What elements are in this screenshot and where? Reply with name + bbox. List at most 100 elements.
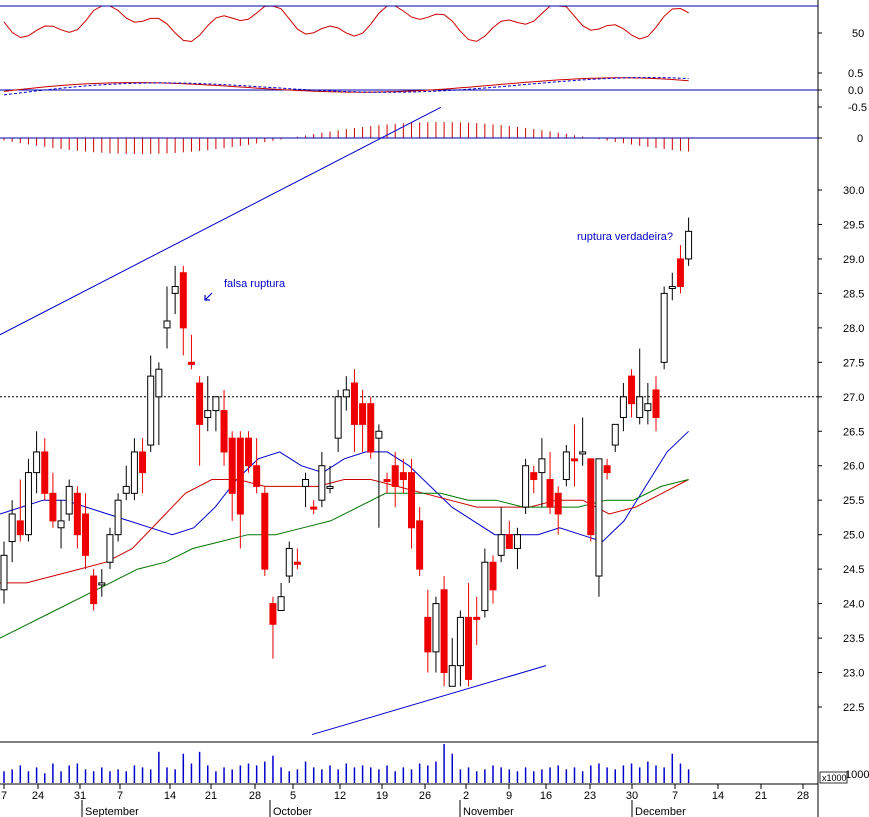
candle-body [65,485,73,515]
candle [269,596,277,659]
candle [456,610,464,687]
candle-body [0,554,8,591]
macd-signal-line [3,76,689,96]
candle-body [293,561,301,565]
candle-body [204,410,212,418]
candle [554,486,562,535]
panel-frame [0,0,819,817]
price-tick-label: 24.5 [843,564,864,576]
candle [73,486,81,549]
candle [318,451,326,508]
candle [579,417,587,466]
candle-body [302,479,310,487]
candle [179,265,187,356]
candle [359,389,367,452]
candle-body [408,472,415,529]
candle-body [571,458,578,462]
candle [530,465,538,494]
candle-body [367,403,375,453]
candle [497,507,505,563]
candle-body [90,575,98,605]
candle-body [489,561,497,591]
candle-body [8,513,16,543]
candle [155,362,163,446]
candle [473,596,481,645]
candle [636,348,644,425]
date-tick-label: 12 [334,790,346,802]
candle-body [236,437,244,515]
candle [399,458,407,494]
candle-body [587,458,595,536]
date-tick-label: 31 [74,790,86,802]
moving-average-line [0,430,689,543]
candle [24,458,32,542]
oscillator-panel: 50 [3,5,864,43]
month-label: September [85,806,139,817]
price-tick-label: 25.0 [843,530,864,542]
date-tick-label: 19 [376,790,388,802]
osc-tick-label: 50 [852,28,864,40]
candle [293,548,301,570]
candle-body [106,534,114,563]
candle-body [611,423,619,446]
candle-body [628,375,636,405]
candle [277,582,285,611]
candle-body [114,499,122,536]
candle-body [163,320,171,329]
oscillator-line [3,5,689,43]
candle-body [220,410,228,453]
annotation-arrow-icon [204,292,213,301]
candle [432,596,440,673]
candle [571,424,578,487]
candle-body [253,465,261,487]
candle-body [497,534,505,556]
candle-body [130,451,138,494]
price-tick-label: 27.5 [843,357,864,369]
date-tick-label: 5 [290,790,296,802]
date-tick-label: 24 [32,790,44,802]
date-tick-label: 21 [205,790,217,802]
date-tick-label: 30 [626,790,638,802]
date-tick-label: 7 [672,790,678,802]
price-tick-label: 29.5 [843,219,864,231]
candle [660,286,668,370]
candle-body [269,603,277,625]
price-tick-label: 28.5 [843,288,864,300]
macd-line [3,77,689,93]
candle [342,376,350,411]
candle [367,396,375,459]
candle-body [644,403,652,412]
candle [668,272,676,301]
candle [546,451,554,514]
candle-body [546,479,554,508]
lower-trendline [311,665,547,736]
candle [595,458,603,597]
candle [416,507,424,577]
candle-body [334,396,342,439]
candle [236,431,244,549]
date-tick-label: 14 [712,790,724,802]
macd-tick-label: -0.5 [848,102,867,114]
candle-body [424,616,432,653]
month-label: October [273,806,312,817]
candle-body [595,458,603,577]
candle [562,445,570,487]
date-axis: 7 24 31 7 14 21 28 5 12 19 26 2 9 16 23 30 7 14 21 28 Septem… [1,784,809,817]
candle-body [82,513,89,556]
candle-body [513,534,521,549]
candle-body [57,520,65,529]
candle-body [228,437,236,494]
candle [147,355,155,452]
candle [16,479,24,542]
candle-body [261,492,269,570]
candle [41,438,49,501]
candle [603,458,611,480]
candle-body [122,485,130,494]
price-tick-label: 28.0 [843,323,864,335]
candle [196,376,204,466]
candle [122,465,130,501]
candle-body [147,375,155,446]
candle-body [24,472,32,536]
price-tick-label: 30.0 [843,185,864,197]
